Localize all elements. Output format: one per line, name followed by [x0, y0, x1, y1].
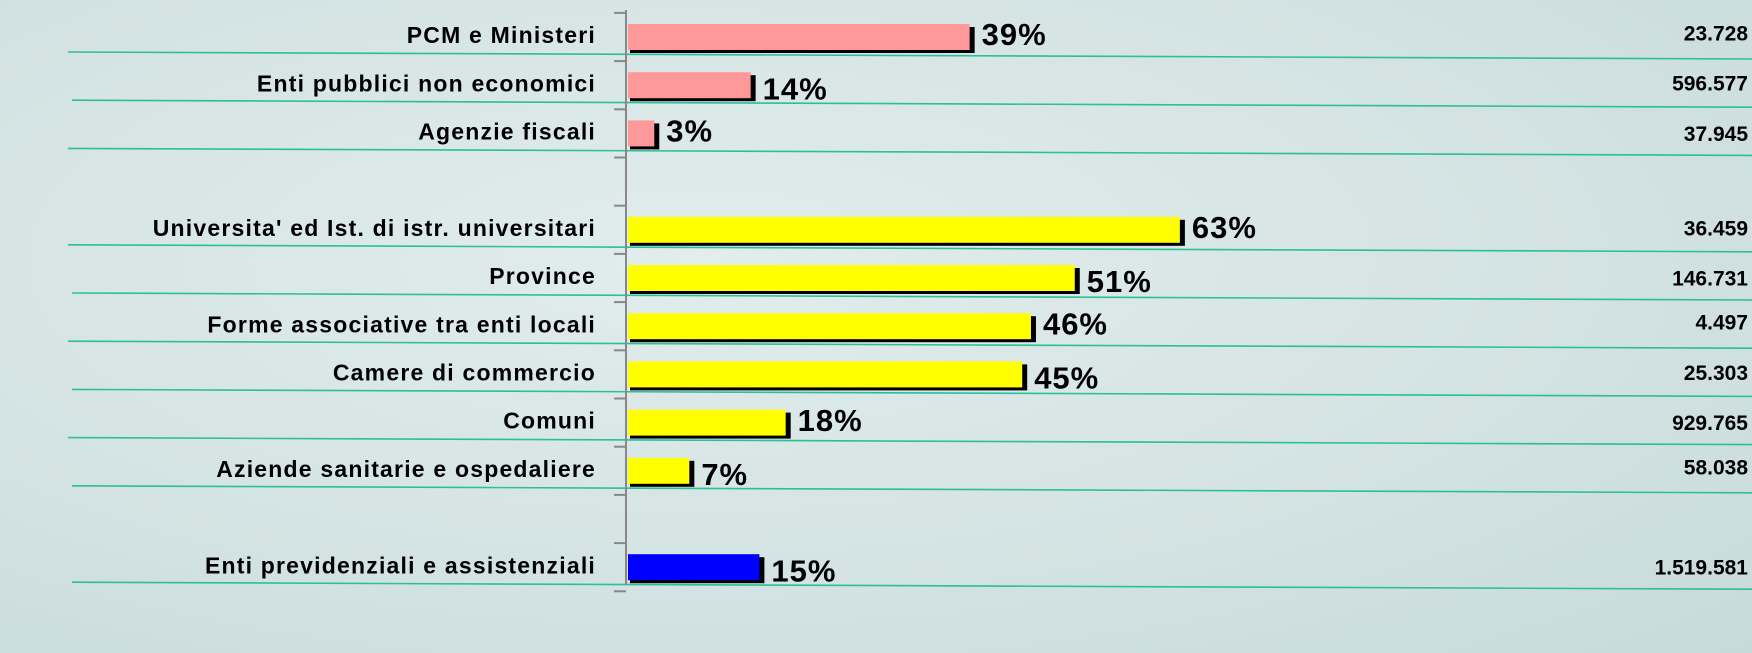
total-label: 58.038 — [1684, 456, 1749, 479]
category-label: Enti pubblici non economici — [257, 70, 596, 96]
category-label: PCM e Ministeri — [407, 22, 596, 48]
row-line — [71, 484, 1752, 494]
value-label: 18% — [798, 403, 863, 438]
total-label: 596.577 — [1672, 73, 1748, 96]
row-line — [67, 340, 1752, 350]
total-label: 36.459 — [1684, 217, 1748, 240]
bar — [628, 409, 786, 436]
row-line — [67, 244, 1752, 253]
value-label: 45% — [1034, 361, 1099, 396]
row-line — [67, 51, 1752, 60]
category-label: Agenzie fiscali — [418, 118, 596, 144]
row-line — [67, 436, 1752, 446]
total-label: 4.497 — [1695, 312, 1748, 335]
category-label: Camere di commercio — [333, 359, 596, 385]
total-label: 929.765 — [1672, 412, 1748, 435]
row-line — [71, 99, 1752, 108]
category-label: Comuni — [503, 408, 596, 434]
row-line — [71, 388, 1752, 398]
value-label: 39% — [982, 17, 1047, 52]
bar — [628, 216, 1180, 243]
row-line — [71, 581, 1752, 591]
total-label: 37.945 — [1684, 123, 1749, 146]
total-label: 23.728 — [1684, 23, 1749, 46]
value-label: 14% — [763, 71, 828, 106]
value-label: 46% — [1043, 306, 1108, 341]
value-label: 63% — [1192, 210, 1257, 245]
value-label: 3% — [666, 114, 713, 149]
bar — [628, 554, 760, 581]
category-label: Universita' ed Ist. di istr. universitar… — [153, 215, 596, 241]
value-label: 15% — [771, 553, 836, 588]
row-line — [71, 292, 1752, 301]
category-label: Forme associative tra enti locali — [207, 311, 596, 337]
value-label: 51% — [1087, 264, 1152, 299]
value-label: 7% — [701, 457, 748, 492]
category-label: Enti previdenziali e assistenziali — [205, 552, 596, 578]
total-label: 25.303 — [1684, 362, 1748, 385]
row-line — [67, 147, 1752, 157]
category-label: Aziende sanitarie e ospedaliere — [216, 456, 596, 482]
category-label: Province — [489, 263, 596, 289]
bar — [628, 120, 655, 147]
bar — [628, 24, 970, 50]
bar — [628, 72, 751, 99]
bar — [628, 457, 690, 484]
bar — [628, 361, 1023, 388]
total-label: 146.731 — [1672, 268, 1748, 291]
bar — [628, 265, 1075, 291]
total-label: 1.519.581 — [1655, 557, 1749, 580]
bar — [628, 313, 1031, 340]
